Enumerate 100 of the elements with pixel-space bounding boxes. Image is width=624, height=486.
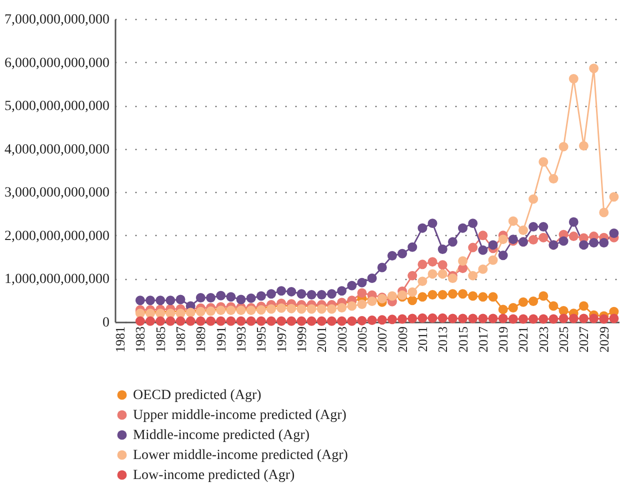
point xyxy=(276,316,286,326)
y-tick-label: 6,000,000,000,000 xyxy=(4,56,110,71)
point xyxy=(387,314,397,324)
point xyxy=(568,314,578,324)
point xyxy=(428,290,438,300)
point xyxy=(438,313,448,323)
point xyxy=(408,296,418,306)
point xyxy=(568,217,578,227)
point xyxy=(548,314,558,324)
point xyxy=(498,234,508,244)
point xyxy=(478,264,488,274)
point xyxy=(468,314,478,324)
point xyxy=(398,314,408,324)
point xyxy=(538,232,548,242)
point xyxy=(508,302,518,312)
point xyxy=(578,314,588,324)
y-tick-label: 1,000,000,000,000 xyxy=(4,272,110,288)
point xyxy=(448,314,458,324)
point xyxy=(326,289,336,299)
x-tick-label: 1997 xyxy=(274,326,289,352)
x-tick-label: 1987 xyxy=(173,326,188,352)
point xyxy=(548,301,558,311)
point xyxy=(347,301,357,311)
point xyxy=(578,240,588,250)
point xyxy=(216,316,226,326)
point xyxy=(609,228,619,238)
point xyxy=(418,223,428,233)
x-tick-label: 1983 xyxy=(132,326,148,352)
point xyxy=(438,290,448,300)
point xyxy=(448,289,458,299)
x-tick-label: 1985 xyxy=(152,326,168,352)
point xyxy=(458,289,468,299)
point xyxy=(508,314,518,324)
x-tick-label: 2005 xyxy=(354,326,370,352)
point xyxy=(306,316,316,326)
point xyxy=(408,287,418,297)
point xyxy=(448,274,458,284)
x-tick-label: 2019 xyxy=(496,326,511,352)
point xyxy=(438,244,448,254)
point xyxy=(458,314,468,324)
x-tick-label: 2003 xyxy=(334,326,350,352)
point xyxy=(448,237,458,247)
point xyxy=(609,314,619,324)
point xyxy=(337,316,347,326)
y-tick-label: 2,000,000,000,000 xyxy=(4,228,110,244)
point xyxy=(146,316,156,326)
point xyxy=(599,238,609,248)
point xyxy=(367,316,377,325)
point xyxy=(196,316,206,326)
point xyxy=(408,242,418,252)
legend-label: Upper middle-income predicted (Agr) xyxy=(133,408,347,423)
point xyxy=(599,314,609,324)
point xyxy=(498,304,508,314)
y-tick-label: 0 xyxy=(102,316,110,330)
point xyxy=(256,316,266,326)
point xyxy=(316,304,326,314)
point xyxy=(589,238,599,248)
y-tick-label: 4,000,000,000,000 xyxy=(4,142,110,158)
point xyxy=(156,316,166,326)
point xyxy=(276,303,286,313)
point xyxy=(428,269,438,279)
point xyxy=(135,316,145,326)
point xyxy=(488,292,498,302)
point xyxy=(578,301,588,311)
point xyxy=(568,232,578,242)
point xyxy=(276,286,286,296)
x-tick-label: 1989 xyxy=(193,326,208,352)
point xyxy=(518,297,528,307)
point xyxy=(518,226,528,235)
point xyxy=(236,294,246,304)
x-tick-label: 1991 xyxy=(213,326,228,352)
point xyxy=(468,291,478,301)
x-tick-label: 2027 xyxy=(576,326,592,352)
x-tick-label: 2001 xyxy=(314,326,330,352)
point xyxy=(488,314,498,324)
point xyxy=(478,314,488,324)
point xyxy=(306,290,316,300)
point xyxy=(306,304,316,314)
point xyxy=(548,174,558,184)
point xyxy=(468,242,478,252)
x-tick-label: 2017 xyxy=(475,326,490,352)
x-tick-label: 2009 xyxy=(394,326,410,352)
point xyxy=(478,292,488,302)
point xyxy=(286,316,296,326)
point xyxy=(347,316,357,326)
point xyxy=(326,316,336,326)
point xyxy=(166,316,176,326)
point xyxy=(558,306,568,316)
point xyxy=(418,292,428,302)
point xyxy=(176,294,186,304)
point xyxy=(418,313,428,323)
x-tick-label: 1981 xyxy=(112,326,128,352)
point xyxy=(146,296,156,306)
point xyxy=(438,269,448,279)
point xyxy=(408,270,418,280)
point xyxy=(528,296,538,306)
point xyxy=(609,192,619,202)
point xyxy=(296,289,306,299)
point xyxy=(357,288,367,298)
point xyxy=(418,276,428,286)
